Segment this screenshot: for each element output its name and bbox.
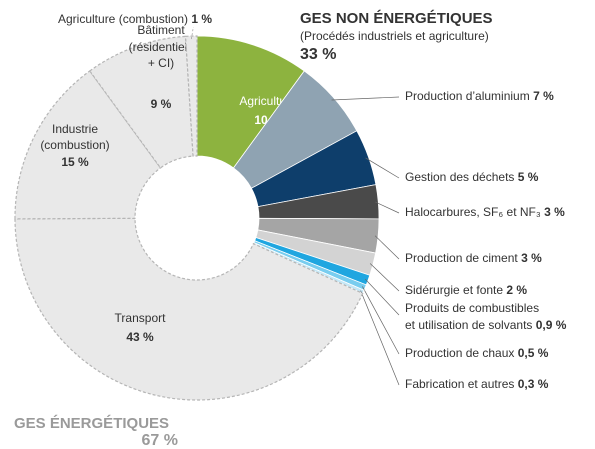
slice-label: (résidentiels	[129, 40, 194, 54]
leader-line	[360, 290, 400, 386]
value-label: 15 %	[61, 155, 89, 169]
slice-name: Production de chaux	[405, 346, 514, 360]
slice-name: Gestion des déchets	[405, 170, 514, 184]
value-label: 5 %	[518, 170, 539, 184]
slice-label: Produits de combustibles	[405, 301, 539, 315]
slice	[14, 70, 162, 220]
slice	[196, 35, 305, 169]
slice-label: Sidérurgie et fonte 2 %	[405, 283, 527, 297]
value-label: 3 %	[544, 205, 565, 219]
slice-name: Sidérurgie et fonte	[405, 283, 503, 297]
slice-label: Agriculture (combustion) 1 %	[58, 12, 212, 26]
slice-name: Bâtiment	[137, 23, 185, 37]
slice-label: Production d’aluminium 7 %	[405, 89, 554, 103]
slice-label: Bâtiment	[137, 23, 185, 37]
leader-line	[365, 278, 400, 316]
slice-name: Halocarbures, SF₆ et NF₃	[405, 205, 541, 219]
slice-name: Agriculture (combustion)	[58, 12, 188, 26]
group-total: 33 %	[300, 46, 336, 63]
slice-label: Industrie	[52, 122, 98, 136]
value-label: 3 %	[521, 251, 542, 265]
leader-line	[375, 201, 400, 214]
leader-line	[362, 286, 400, 355]
value-label: 43 %	[126, 330, 154, 344]
slice-name: Produits de combustibles	[405, 301, 539, 315]
value-label: 0,3 %	[518, 377, 549, 391]
value-label: 9 %	[151, 97, 172, 111]
slice	[184, 35, 198, 157]
group-total: 67 %	[142, 432, 178, 449]
leader-line	[331, 96, 400, 101]
slice-name: (résidentiels	[129, 40, 194, 54]
slice-label: Gestion des déchets 5 %	[405, 170, 539, 184]
slice-label: Production de chaux 0,5 %	[405, 346, 549, 360]
slice-name: Industrie	[52, 122, 98, 136]
value-label: 0,9 %	[536, 318, 567, 332]
slice	[14, 217, 364, 401]
slice-name: et utilisation de solvants	[405, 318, 532, 332]
group-title: GES ÉNERGÉTIQUES	[14, 415, 169, 432]
slice-label: Production de ciment 3 %	[405, 251, 542, 265]
value-label: 0,5 %	[518, 346, 549, 360]
slice-name: (combustion)	[40, 138, 109, 152]
leader-line	[365, 157, 400, 179]
slice-name: Fabrication et autres	[405, 377, 514, 391]
slice	[88, 35, 194, 169]
leader-line	[374, 235, 400, 260]
value-label: 7 %	[533, 89, 554, 103]
slice-name: Production d’aluminium	[405, 89, 530, 103]
value-label: 1 %	[191, 12, 212, 26]
group-title: GES NON ÉNERGÉTIQUES	[300, 10, 493, 27]
slice-label: (combustion)	[40, 138, 109, 152]
value-label: 2 %	[506, 283, 527, 297]
slice-label: Transport	[115, 311, 167, 325]
leader-line	[369, 263, 400, 292]
slice-label: Halocarbures, SF₆ et NF₃ 3 %	[405, 205, 565, 219]
slice-name: Transport	[115, 311, 167, 325]
slice-label: + CI)	[148, 56, 174, 70]
slice-name: + CI)	[148, 56, 174, 70]
slice-label: Fabrication et autres 0,3 %	[405, 377, 549, 391]
group-subtitle: (Procédés industriels et agriculture)	[300, 29, 489, 43]
slice-label: et utilisation de solvants 0,9 %	[405, 318, 567, 332]
slice-name: Production de ciment	[405, 251, 518, 265]
